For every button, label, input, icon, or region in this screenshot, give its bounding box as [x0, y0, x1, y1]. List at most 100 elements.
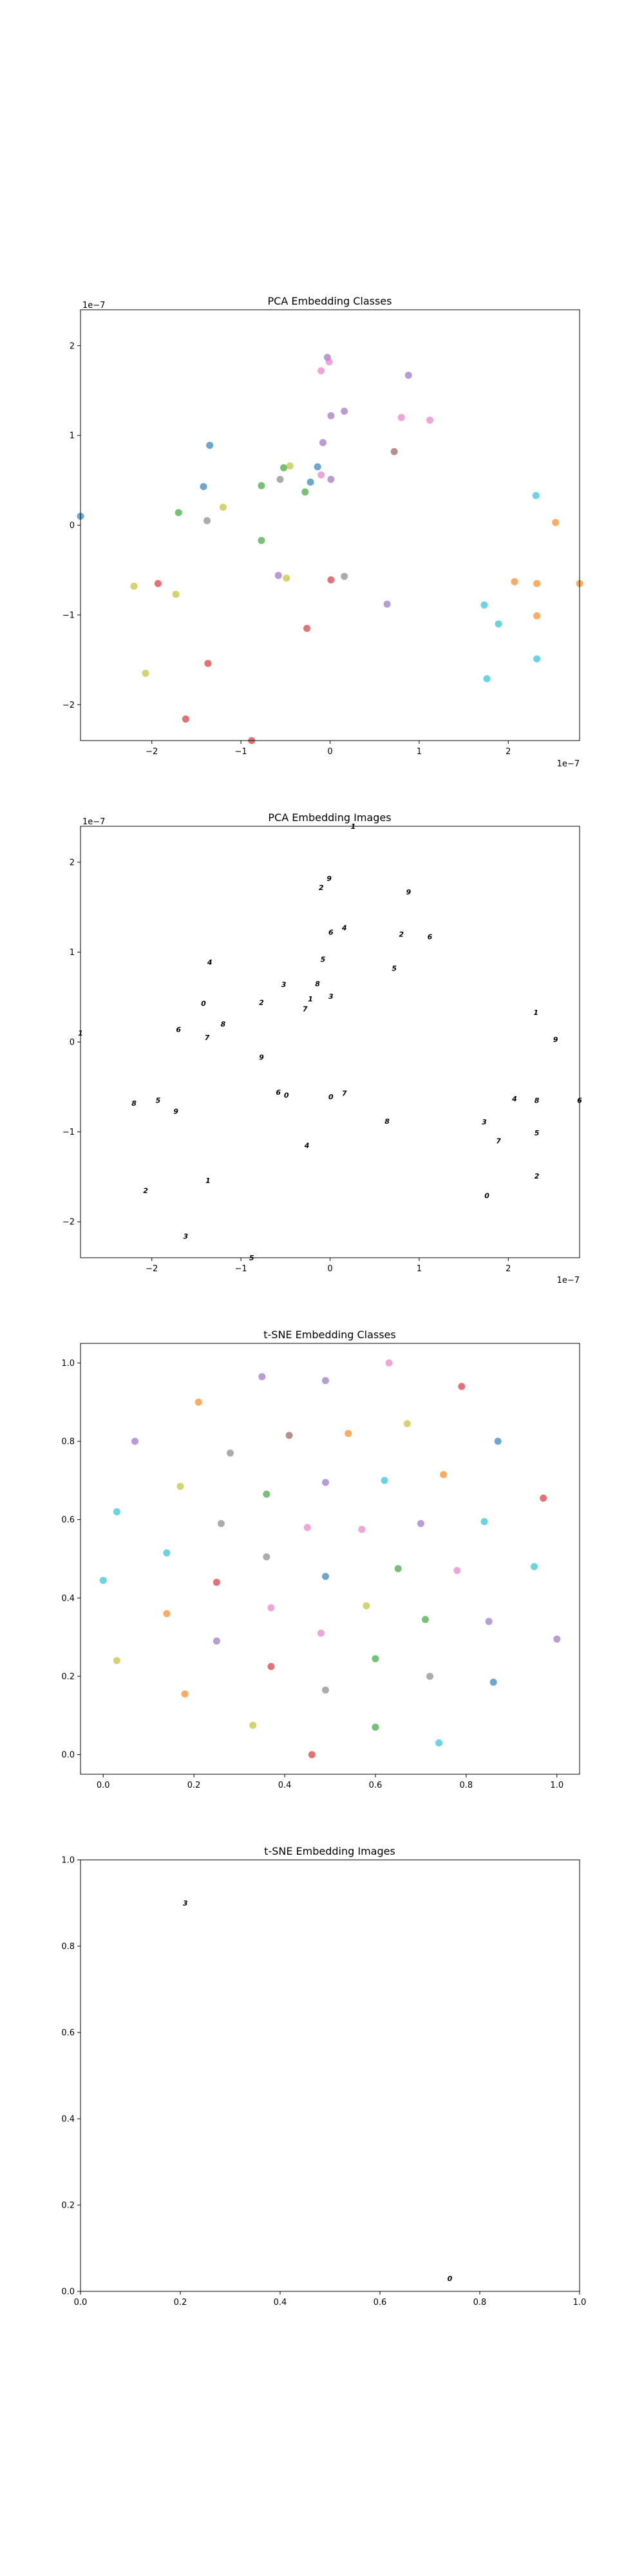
digit-image-marker: 9: [259, 1054, 264, 1062]
digit-image-marker: 2: [535, 1172, 540, 1180]
data-point: [163, 1549, 171, 1557]
data-point: [130, 582, 138, 590]
data-point: [327, 576, 335, 584]
y-tick-label: 2: [70, 858, 75, 867]
data-point: [219, 504, 227, 511]
y-tick-label: 1: [70, 948, 75, 958]
digit-image-marker: 8: [131, 1099, 137, 1108]
data-point: [341, 407, 348, 415]
x-tick-label: 0.4: [274, 2298, 287, 2307]
x-tick-label: 2: [506, 1264, 511, 1274]
data-point: [390, 448, 398, 455]
tsne-classes-panel: t-SNE Embedding Classes 0.0 0.2 0.4 0.6 0.8 1…: [61, 1329, 580, 1790]
data-point: [258, 1373, 266, 1381]
digit-image-marker: 0: [284, 1091, 289, 1099]
x-tick-label: 0.8: [460, 1781, 473, 1790]
y-tick-label: 0: [70, 521, 75, 531]
data-point: [483, 675, 491, 683]
data-point: [307, 478, 314, 486]
y-tick-label: −2: [62, 1218, 75, 1227]
data-point: [480, 1518, 488, 1526]
data-point: [263, 1553, 270, 1560]
data-point: [154, 580, 162, 587]
data-point: [358, 1526, 366, 1533]
data-point: [317, 1629, 325, 1637]
data-point: [267, 1663, 275, 1671]
digit-image-marker: 6: [276, 1088, 281, 1097]
x-tick-label: −1: [235, 1264, 247, 1274]
x-tick-label: 0: [327, 747, 332, 757]
data-point: [303, 1524, 311, 1531]
digit-image-marker: 3: [281, 981, 287, 989]
data-point: [385, 1359, 393, 1367]
x-tick-label: 1.0: [550, 1781, 564, 1790]
data-points: [99, 1359, 561, 1759]
x-tick-label: 0: [327, 1264, 332, 1274]
x-tick-label: 0.4: [278, 1781, 292, 1790]
data-point: [341, 573, 348, 580]
digit-image-marker: 3: [183, 1233, 188, 1241]
x-tick-label: 0.6: [369, 1781, 383, 1790]
data-point: [394, 1565, 402, 1573]
x-tick-label: 0.0: [97, 1781, 110, 1790]
data-point: [372, 1723, 379, 1731]
data-point: [511, 578, 518, 585]
digit-image-marker: 4: [511, 1095, 517, 1103]
data-point: [553, 1635, 561, 1643]
data-point: [206, 441, 214, 449]
data-point: [403, 1420, 411, 1428]
data-point: [327, 475, 335, 483]
x-tick-label: 2: [506, 747, 511, 757]
digit-image-marker: 9: [173, 1107, 178, 1115]
x-offset-label: 1e−7: [557, 1276, 580, 1285]
data-point: [494, 1437, 502, 1445]
data-point: [533, 655, 541, 663]
data-point: [485, 1618, 493, 1625]
x-tick-label: −2: [146, 1264, 158, 1274]
data-point: [321, 1479, 329, 1486]
data-point: [325, 358, 333, 366]
digit-image-marker: 7: [303, 1005, 308, 1013]
data-point: [383, 600, 391, 608]
y-tick-label: −2: [62, 701, 75, 710]
digit-image-marker: 1: [205, 1177, 211, 1185]
data-point: [317, 471, 325, 478]
data-point: [258, 482, 265, 489]
data-point: [285, 1432, 293, 1439]
data-point: [213, 1637, 220, 1645]
y-tick-label: 0.0: [61, 1750, 75, 1760]
digit-image-marker: 7: [342, 1090, 347, 1098]
y-tick-label: 1.0: [61, 1359, 75, 1368]
x-tick-label: 1.0: [573, 2298, 587, 2307]
digit-image-marker: 5: [392, 965, 397, 973]
data-point: [552, 518, 560, 526]
digit-image-marker: 3: [183, 1899, 188, 1908]
y-tick-label: 0.2: [61, 1672, 75, 1681]
y-offset-label: 1e−7: [82, 817, 105, 827]
data-point: [404, 372, 412, 379]
data-point: [249, 1721, 257, 1729]
data-point: [397, 413, 405, 421]
y-tick-label: 0.0: [61, 2287, 75, 2297]
data-point: [263, 1490, 270, 1498]
plot-frame: [80, 1859, 580, 2292]
data-point: [286, 462, 294, 470]
y-tick-label: 2: [70, 341, 75, 351]
data-point: [453, 1567, 461, 1575]
y-tick-label: −1: [62, 1128, 75, 1137]
data-point: [204, 659, 212, 667]
data-point: [227, 1449, 234, 1457]
data-point: [321, 1686, 329, 1694]
data-point: [533, 612, 541, 620]
data-point: [200, 483, 207, 491]
data-point: [321, 1573, 329, 1580]
x-offset-label: 1e−7: [557, 759, 580, 769]
data-point: [113, 1508, 120, 1516]
data-point: [280, 464, 288, 471]
data-point: [258, 536, 265, 544]
data-point: [163, 1610, 171, 1618]
x-tick-label: 0.2: [187, 1781, 201, 1790]
digit-image-marker: 0: [484, 1192, 489, 1200]
data-point: [176, 1482, 184, 1490]
